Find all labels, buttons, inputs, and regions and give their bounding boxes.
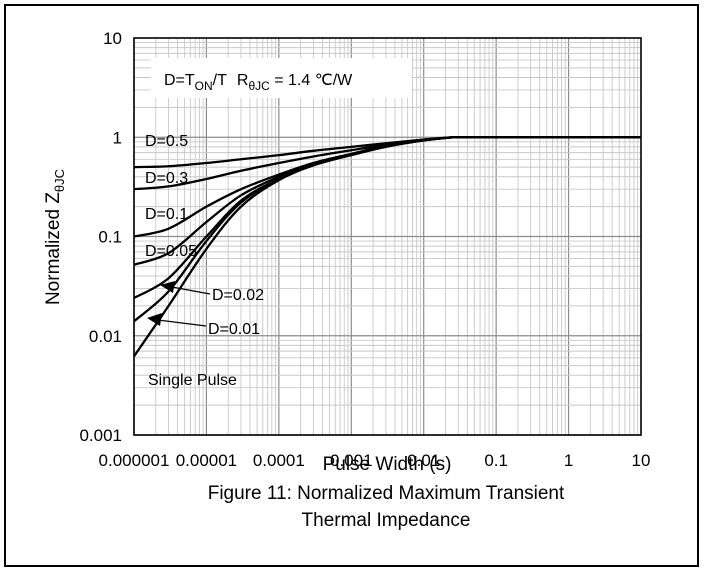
series-line-6	[133, 136, 641, 358]
leader-line-d001	[157, 319, 207, 327]
x-tick-label: 0.01	[407, 451, 440, 470]
y-axis-title: Normalized ZθJC	[43, 169, 67, 305]
series-label-4: D=0.02	[212, 287, 264, 304]
x-tick-label: 0.000001	[99, 451, 170, 470]
y-tick-label: 0.01	[89, 327, 122, 346]
labels-layer: D=0.5 D=0.3 D=0.1 D=0.05 D=0.02 D=0.01 Single …	[145, 133, 264, 389]
series-label-1: D=0.3	[145, 170, 188, 187]
arrowhead-d002	[160, 281, 175, 293]
x-tick-label: 0.0001	[253, 451, 305, 470]
figure-caption-line1: Figure 11: Normalized Maximum Transient	[208, 483, 565, 504]
series-label-3: D=0.05	[145, 243, 197, 260]
annotation-text: D=TON/T RθJC = 1.4 ℃/W	[164, 72, 353, 93]
arrowhead-d001	[147, 313, 162, 326]
curves-layer	[133, 136, 641, 358]
series-label-0: D=0.5	[145, 133, 188, 150]
series-label-5: D=0.01	[208, 321, 260, 338]
leader-line-d002	[171, 286, 211, 295]
x-tick-label: 1	[564, 451, 573, 470]
x-tick-label: 0.00001	[176, 451, 237, 470]
x-tick-label: 0.1	[484, 451, 508, 470]
series-label-2: D=0.1	[145, 206, 188, 223]
y-tick-label: 10	[103, 29, 122, 48]
series-label-6: Single Pulse	[148, 372, 237, 389]
x-tick-label: 0.001	[330, 451, 373, 470]
y-tick-label: 1	[113, 128, 122, 147]
x-axis-title: Pulse Width (s)	[323, 454, 452, 475]
y-tick-label: 0.1	[98, 228, 122, 247]
annotation-box	[151, 58, 412, 98]
y-tick-label: 0.001	[79, 426, 122, 445]
ticks-layer: 0.000001 0.00001 0.0001 0.001 0.01 0.1 1 10 10 1 0…	[79, 29, 650, 470]
figure-caption-line2: Thermal Impedance	[302, 510, 471, 531]
x-tick-label: 10	[632, 451, 651, 470]
